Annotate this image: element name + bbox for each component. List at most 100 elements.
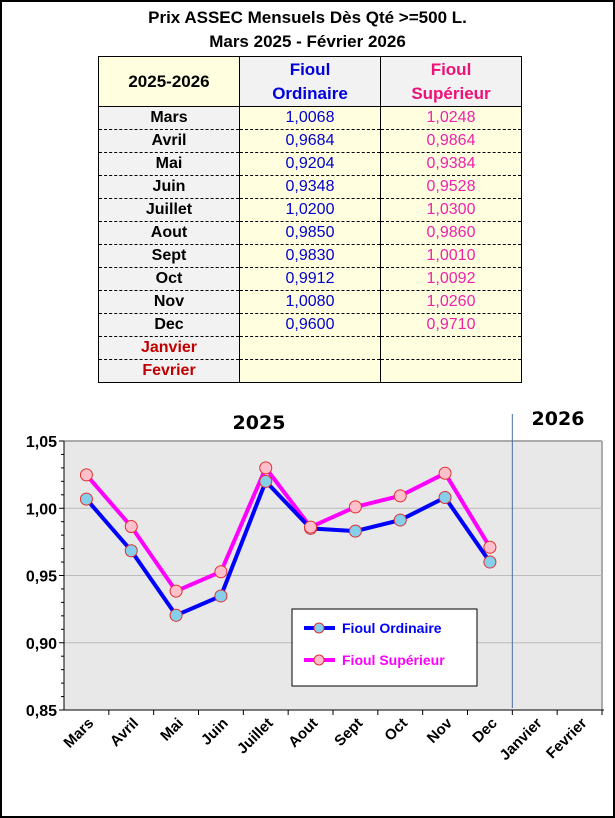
ordinaire-price-cell: 0,9684 [239,129,381,153]
table-row: Mai 0,9204 0,9384 [98,152,522,176]
data-point [79,492,93,506]
superieur-price-cell [380,336,522,360]
month-cell: Janvier [98,336,240,360]
table-row: Janvier [98,336,522,360]
table-row: Juillet 1,0200 1,0300 [98,198,522,222]
series-line [84,463,492,594]
year-label-2025: 2025 [233,412,286,434]
header-period: 2025-2026 [98,56,240,107]
month-cell: Fevrier [98,359,240,383]
data-point [348,500,362,514]
ordinaire-price-cell: 0,9600 [239,313,381,337]
ordinaire-price-cell: 0,9912 [239,267,381,291]
legend-marker [313,654,325,666]
table-row: Nov 1,0080 1,0260 [98,290,522,314]
month-cell: Mai [98,152,240,176]
ordinaire-price-cell: 0,9348 [239,175,381,199]
title-line-1: Prix ASSEC Mensuels Dès Qté >=500 L. [148,8,467,27]
superieur-price-cell: 1,0300 [380,198,522,222]
x-tick-label: Sept [331,715,366,750]
data-point [259,474,273,488]
table-row: Fevrier [98,359,522,383]
x-tick-label: Juillet [234,715,277,758]
title-line-2: Mars 2025 - Février 2026 [209,32,406,51]
superieur-price-cell: 0,9710 [380,313,522,337]
table-row: Oct 0,9912 1,0092 [98,267,522,291]
y-tick-label: 0,85 [26,703,57,720]
x-tick-label: Aout [285,715,321,751]
ordinaire-price-cell: 0,9204 [239,152,381,176]
x-tick-label: Nov [424,714,457,747]
data-point [438,490,452,504]
table-row: Mars 1,0068 1,0248 [98,106,522,130]
header-fioul-ordinaire: Fioul Ordinaire [239,56,381,107]
superieur-price-cell: 0,9384 [380,152,522,176]
data-point [124,520,138,534]
table-row: Aout 0,9850 0,9860 [98,221,522,245]
month-cell: Mars [98,106,240,130]
data-point [214,565,228,579]
price-table: 2025-2026 Fioul Ordinaire Fioul Supérieur … [98,56,522,383]
legend-label: Fioul Ordinaire [342,620,442,636]
superieur-price-cell: 1,0260 [380,290,522,314]
superieur-price-cell [380,359,522,383]
header-fioul-superieur: Fioul Supérieur [380,56,522,107]
data-point [169,608,183,622]
superieur-price-cell: 1,0092 [380,267,522,291]
y-tick-label: 1,05 [26,434,57,451]
y-tick-label: 1,00 [26,501,57,518]
data-point [483,540,497,554]
table-row: Sept 0,9830 1,0010 [98,244,522,268]
data-point [214,589,228,603]
ordinaire-price-cell: 1,0080 [239,290,381,314]
superieur-price-cell: 0,9528 [380,175,522,199]
superieur-price-cell: 0,9860 [380,221,522,245]
table-row: Dec 0,9600 0,9710 [98,313,522,337]
legend-label: Fioul Supérieur [342,652,445,668]
superieur-price-cell: 1,0248 [380,106,522,130]
data-point [259,461,273,475]
x-tick-label: Oct [381,715,411,745]
table-row: Avril 0,9684 0,9864 [98,129,522,153]
data-point [393,513,407,527]
month-cell: Nov [98,290,240,314]
x-tick-label: Janvier [496,715,545,764]
data-point [79,468,93,482]
data-point [124,544,138,558]
month-cell: Oct [98,267,240,291]
legend-box [291,608,478,687]
ordinaire-price-cell: 1,0200 [239,198,381,222]
y-tick-label: 0,90 [26,636,57,653]
ordinaire-price-cell: 1,0068 [239,106,381,130]
data-point [438,466,452,480]
data-point [483,555,497,569]
month-cell: Juillet [98,198,240,222]
month-cell: Avril [98,129,240,153]
legend-marker [313,622,325,634]
superieur-price-cell: 1,0010 [380,244,522,268]
month-cell: Aout [98,221,240,245]
year-label-2026: 2026 [532,408,585,430]
price-chart: 0,85 0,90 0,95 1,00 1,05 Mars Avril Mai Juin Juil… [26,408,604,764]
superieur-price-cell: 0,9864 [380,129,522,153]
data-point [348,524,362,538]
y-tick-label: 0,95 [26,569,57,586]
ordinaire-price-cell: 0,9830 [239,244,381,268]
ordinaire-price-cell [239,336,381,360]
ordinaire-price-cell: 0,9850 [239,221,381,245]
month-cell: Juin [98,175,240,199]
data-point [304,520,318,534]
data-point [169,584,183,598]
x-tick-label: Juin [198,715,232,749]
series-line [84,477,492,618]
x-tick-label: Dec [469,715,500,746]
month-cell: Dec [98,313,240,337]
x-tick-label: Mars [60,715,97,752]
x-tick-label: Fevrier [543,715,591,763]
x-tick-label: Mai [157,715,187,745]
data-point [393,489,407,503]
ordinaire-price-cell [239,359,381,383]
table-row: Juin 0,9348 0,9528 [98,175,522,199]
month-cell: Sept [98,244,240,268]
